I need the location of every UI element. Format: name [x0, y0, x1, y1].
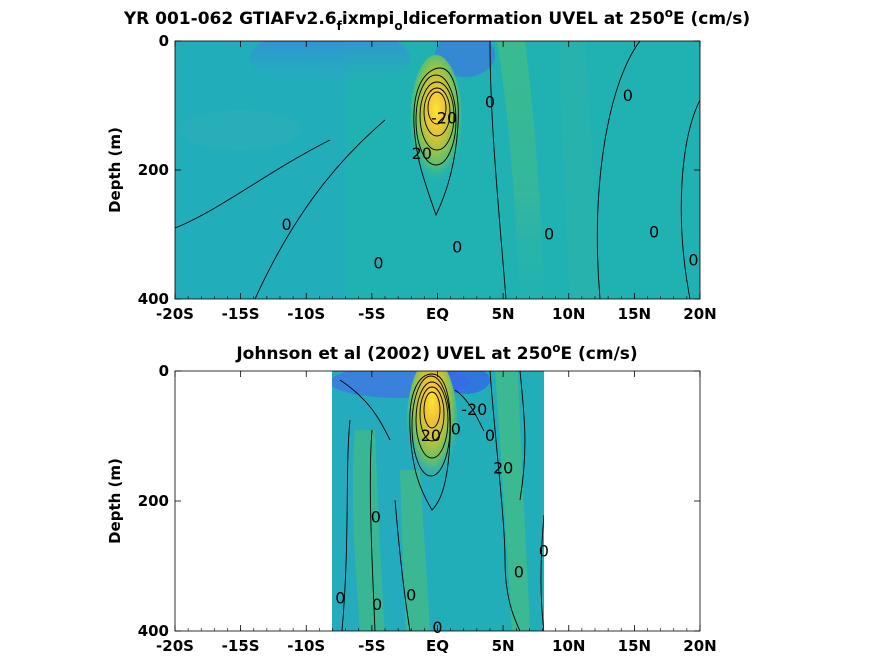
y-tick-labels: 0 200 400 — [138, 362, 169, 640]
x-tick-label: -20S — [156, 637, 194, 655]
contour-label: 0 — [281, 215, 291, 234]
contour-label: -20 — [431, 108, 457, 127]
contour-label: 0 — [335, 589, 345, 608]
contour-label: 0 — [373, 254, 383, 273]
y-tick-label: 200 — [138, 492, 169, 510]
axis-ticks — [174, 370, 701, 632]
contour-lines — [175, 41, 700, 299]
x-tick-label: 10N — [552, 305, 585, 323]
heatmap-field — [175, 41, 700, 299]
contour-label: 0 — [371, 507, 381, 526]
panel-top: YR 001-062 GTIAFv2.6fixmpioldiceformatio… — [106, 6, 750, 323]
contour-label: 0 — [406, 585, 416, 604]
x-tick-label: -15S — [222, 637, 260, 655]
x-tick-label: -10S — [287, 637, 325, 655]
contour-label: 20 — [493, 459, 513, 478]
contour-label: 0 — [372, 595, 382, 614]
x-tick-label: EQ — [426, 637, 449, 655]
x-tick-label: 10N — [552, 637, 585, 655]
x-tick-label: -5S — [358, 305, 385, 323]
chart-title: Johnson et al (2002) UVEL at 250oE (cm/s… — [235, 341, 637, 364]
x-tick-label: 15N — [618, 637, 651, 655]
heatmap-field — [332, 371, 544, 631]
chart-title: YR 001-062 GTIAFv2.6fixmpioldiceformatio… — [123, 6, 750, 33]
contour-label: 0 — [451, 420, 461, 439]
contour-label: 20 — [412, 144, 432, 163]
y-tick-label: 400 — [138, 622, 169, 640]
x-tick-label: 20N — [683, 305, 716, 323]
contour-label: 0 — [485, 426, 495, 445]
contour-label: 0 — [452, 237, 462, 256]
contour-label: 0 — [485, 92, 495, 111]
y-tick-label: 200 — [138, 161, 169, 179]
contour-labels: 0 0 0 0 0 0 0 0 20 -20 — [281, 86, 698, 273]
contour-lines — [339, 371, 544, 631]
y-axis-label: Depth (m) — [106, 458, 124, 544]
y-tick-label: 0 — [159, 32, 169, 50]
y-axis-label: Depth (m) — [106, 127, 124, 213]
contour-label: 0 — [688, 250, 698, 269]
contour-label: 0 — [539, 542, 549, 561]
x-tick-label: -5S — [358, 637, 385, 655]
contour-label: 0 — [544, 225, 554, 244]
contour-label: 20 — [421, 426, 441, 445]
x-tick-label: -15S — [222, 305, 260, 323]
x-tick-label: 20N — [683, 637, 716, 655]
x-tick-labels: -20S -15S -10S -5S EQ 5N 10N 15N 20N — [156, 305, 717, 323]
contour-label: 0 — [514, 563, 524, 582]
y-tick-labels: 0 200 400 — [138, 32, 169, 308]
x-tick-label: 5N — [492, 637, 515, 655]
y-tick-label: 400 — [138, 290, 169, 308]
x-tick-label: EQ — [426, 305, 449, 323]
contour-label: -20 — [461, 400, 487, 419]
x-tick-label: -20S — [156, 305, 194, 323]
contour-label: 0 — [432, 618, 442, 637]
x-tick-label: -10S — [287, 305, 325, 323]
axis-ticks — [174, 40, 701, 300]
contour-label: 0 — [623, 86, 633, 105]
x-tick-label: 5N — [492, 305, 515, 323]
x-tick-labels: -20S -15S -10S -5S EQ 5N 10N 15N 20N — [156, 637, 717, 655]
x-tick-label: 15N — [618, 305, 651, 323]
contour-label: 0 — [649, 223, 659, 242]
panel-bottom: Johnson et al (2002) UVEL at 250oE (cm/s… — [106, 341, 717, 655]
y-tick-label: 0 — [159, 362, 169, 380]
